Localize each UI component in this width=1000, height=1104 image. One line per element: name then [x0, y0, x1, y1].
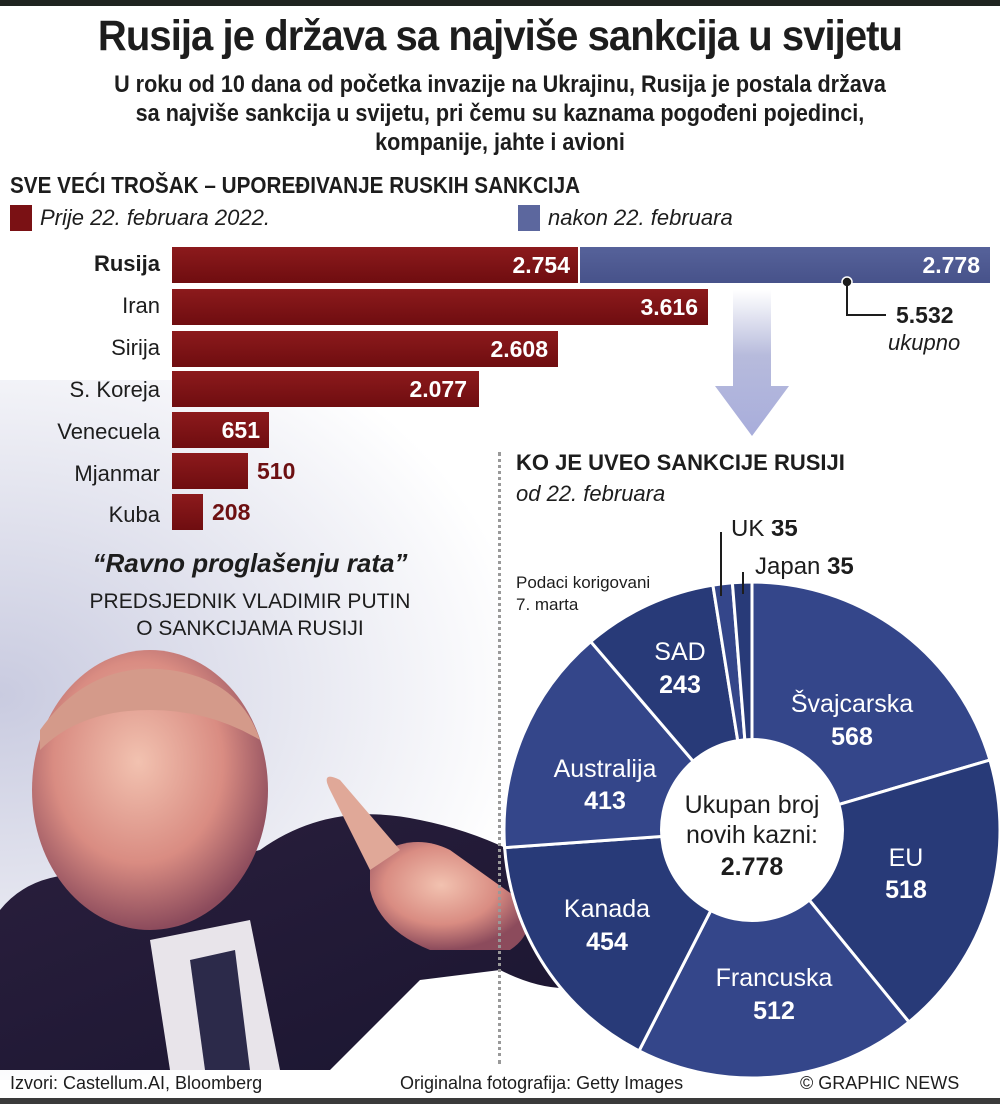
label-francuska: Francuska: [716, 964, 833, 992]
putin-photo: [0, 650, 615, 1070]
legend-label-after: nakon 22. februara: [548, 205, 733, 230]
note-line-1: Podaci korigovani: [516, 573, 651, 592]
bar-label-iran: Iran: [122, 293, 160, 318]
legend-after: nakon 22. februara: [518, 205, 733, 231]
bar-label-sirija: Sirija: [111, 335, 160, 360]
bar-value: 2.754: [512, 252, 570, 278]
bar-kuba: [172, 494, 203, 530]
label-kanada: Kanada: [564, 895, 650, 923]
note-line-2: 7. marta: [516, 595, 579, 614]
label-uk: UK 35: [731, 520, 798, 542]
attribution-line-2: O SANKCIJAMA RUSIJI: [136, 617, 364, 640]
center-value: 2.778: [721, 853, 784, 881]
bar-label-rusija: Rusija: [93, 251, 160, 276]
page-subtitle: U roku od 10 dana od početka invazije na…: [114, 71, 886, 156]
value-sad: 243: [659, 671, 701, 699]
center-line-1: Ukupan broj: [685, 791, 820, 819]
value-francuska: 512: [753, 997, 795, 1025]
quote-attribution: PREDSJEDNIK VLADIMIR PUTIN O SANKCIJAMA …: [20, 588, 480, 642]
data-note: Podaci korigovani 7. marta: [516, 572, 650, 616]
bar-value: 2.608: [490, 336, 548, 362]
section-divider: [498, 452, 501, 1064]
bar-venecuela: 651: [172, 412, 269, 448]
bar-rusija-after: 2.778: [580, 247, 990, 283]
bottom-rule: [0, 1098, 1000, 1104]
donut-hole: [660, 738, 844, 922]
bar-sirija: 2.608: [172, 331, 558, 367]
bar-chart-title: SVE VEĆI TROŠAK – UPOREĐIVANJE RUSKIH SA…: [10, 172, 581, 198]
legend-swatch-before: [10, 205, 32, 231]
total-leader-line: [841, 276, 886, 316]
donut-chart: UK 35 Japan 35 Švajcarska 568 EU 518 Fra…: [502, 520, 1000, 1080]
bar-value: 2.778: [922, 252, 980, 278]
total-value: 5.532: [896, 302, 954, 328]
value-kanada: 454: [586, 928, 628, 956]
pie-chart-title: KO JE UVEO SANKCIJE RUSIJI: [516, 450, 845, 475]
bar-label-mjanmar: Mjanmar: [74, 461, 160, 486]
bar-s-koreja: 2.077: [172, 371, 479, 407]
donut-slice: [637, 827, 912, 1080]
legend-label-before: Prije 22. februara 2022.: [40, 205, 270, 230]
bar-value: 510: [257, 458, 296, 484]
page-title: Rusija je država sa najviše sankcija u s…: [97, 12, 903, 60]
quote-text: “Ravno proglašenju rata”: [92, 548, 408, 578]
center-line-2: novih kazni:: [686, 821, 818, 849]
footer-photo-credit: Originalna fotografija: Getty Images: [400, 1073, 684, 1093]
footer-sources: Izvori: Castellum.AI, Bloomberg: [10, 1073, 263, 1093]
total-label: ukupno: [888, 330, 961, 355]
down-arrow-icon: [715, 290, 789, 436]
bar-label-s-koreja: S. Koreja: [69, 377, 161, 402]
bar-rusija-before: 2.754: [172, 247, 578, 283]
value-australija: 413: [584, 787, 626, 815]
bar-label-venecuela: Venecuela: [57, 419, 160, 444]
top-rule: [0, 0, 1000, 6]
bar-value: 208: [212, 499, 251, 525]
bar-iran: 3.616: [172, 289, 708, 325]
bar-value: 651: [221, 417, 260, 443]
label-eu: EU: [889, 844, 924, 872]
value-svajcarska: 568: [831, 723, 873, 751]
pie-chart-subtitle: od 22. februara: [516, 481, 666, 506]
value-eu: 518: [885, 876, 927, 904]
bar-value: 3.616: [640, 294, 698, 320]
legend-swatch-after: [518, 205, 540, 231]
bar-value: 2.077: [409, 376, 467, 402]
label-sad: SAD: [654, 638, 705, 666]
bar-label-kuba: Kuba: [108, 502, 160, 527]
attribution-line-1: PREDSJEDNIK VLADIMIR PUTIN: [89, 590, 411, 613]
footer-copyright: © GRAPHIC NEWS: [800, 1073, 960, 1093]
bar-mjanmar: [172, 453, 248, 489]
label-svajcarska: Švajcarska: [791, 689, 913, 718]
label-japan: Japan 35: [755, 553, 854, 580]
legend-before: Prije 22. februara 2022.: [10, 205, 270, 231]
label-australija: Australija: [554, 755, 657, 783]
